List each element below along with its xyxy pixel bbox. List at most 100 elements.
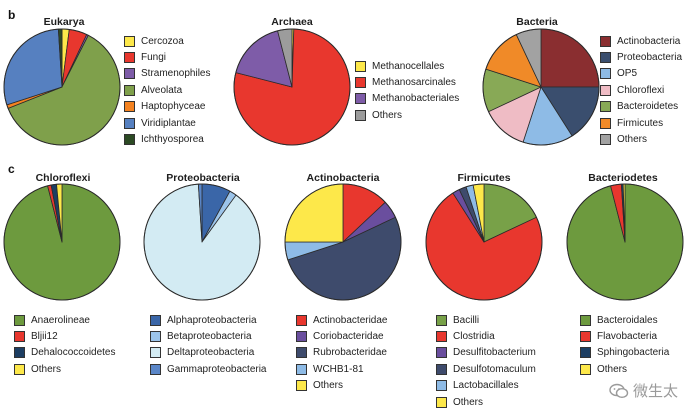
bacteriodetes-legend-swatch	[580, 314, 591, 326]
bacteria-pie-chart	[482, 28, 600, 146]
firmicutes-legend-swatch	[436, 396, 447, 408]
actinobacteria-legend-label: WCHB1-81	[313, 363, 364, 375]
actinobacteria-legend-swatch	[296, 314, 307, 326]
bacteria-legend-swatch	[600, 35, 611, 47]
bacteria-legend-item: OP5	[600, 66, 682, 82]
chloroflexi-legend-item: Others	[14, 361, 116, 377]
bacteria-legend-item: Actinobacteria	[600, 33, 682, 49]
actinobacteria-legend-swatch	[296, 347, 307, 359]
firmicutes-legend-label: Bacilli	[453, 314, 480, 326]
chloroflexi-legend-label: Anaerolineae	[31, 314, 90, 326]
wechat-icon	[609, 383, 629, 398]
archaea-legend-item: Methanocellales	[355, 58, 459, 74]
bacteriodetes-legend-item: Flavobacteria	[580, 328, 669, 344]
eukarya-legend: Cercozoa Fungi Stramenophiles Alveolata Hapt…	[124, 33, 210, 148]
eukarya-legend-swatch	[124, 52, 135, 64]
bacteria-legend-label: Proteobacteria	[617, 52, 683, 64]
chloroflexi-pie-chart	[3, 183, 121, 301]
bacteria-legend-label: Actinobacteria	[617, 35, 681, 47]
bacteriodetes-legend-swatch	[580, 331, 591, 343]
actinobacteria-legend-label: Rubrobacteridae	[313, 347, 387, 359]
eukarya-legend-item: Fungi	[124, 49, 210, 65]
bacteria-legend-item: Others	[600, 131, 682, 147]
bacteria-legend-swatch	[600, 117, 611, 129]
bacteriodetes-legend-item: Sphingobacteria	[580, 345, 669, 361]
bacteria-legend-label: OP5	[617, 68, 638, 80]
proteobacteria-legend-swatch	[150, 331, 161, 343]
chloroflexi-legend-label: Bljii12	[31, 331, 58, 343]
bacteria-legend-swatch	[600, 134, 611, 146]
bacteriodetes-legend-label: Flavobacteria	[597, 331, 658, 343]
firmicutes-legend-item: Bacilli	[436, 312, 536, 328]
actinobacteria-legend-label: Others	[313, 380, 344, 392]
eukarya-legend-label: Alveolata	[141, 84, 183, 96]
firmicutes-legend-item: Lactobacillales	[436, 378, 536, 394]
proteobacteria-legend-item: Gammaproteobacteria	[150, 361, 267, 377]
actinobacteria-slice-others	[284, 183, 344, 243]
proteobacteria-legend-label: Alphaproteobacteria	[167, 314, 257, 326]
archaea-legend: Methanocellales Methanosarcinales Methanob…	[355, 58, 459, 124]
bacteriodetes-legend-swatch	[580, 347, 591, 359]
bacteriodetes-pie-chart	[566, 183, 684, 301]
archaea-legend-item: Methanobacteriales	[355, 91, 459, 107]
watermark: 微生太	[609, 380, 678, 401]
proteobacteria-legend-label: Gammaproteobacteria	[167, 363, 267, 375]
eukarya-legend-label: Cercozoa	[141, 35, 184, 47]
firmicutes-pie-outline	[425, 183, 543, 301]
firmicutes-legend-item: Others	[436, 394, 536, 410]
eukarya-legend-label: Ichthyosporea	[141, 134, 204, 146]
actinobacteria-legend-swatch	[296, 380, 307, 392]
chloroflexi-legend-label: Dehalococcoidetes	[31, 347, 116, 359]
eukarya-legend-item: Cercozoa	[124, 33, 210, 49]
firmicutes-legend-swatch	[436, 347, 447, 359]
proteobacteria-chart-title: Proteobacteria	[166, 172, 240, 184]
bacteriodetes-legend-swatch	[580, 363, 591, 375]
archaea-pie-chart	[233, 28, 351, 146]
chloroflexi-legend-swatch	[14, 331, 25, 343]
eukarya-legend-item: Alveolata	[124, 82, 210, 98]
bacteria-pie-outline	[482, 28, 600, 146]
actinobacteria-legend-item: WCHB1-81	[296, 361, 388, 377]
eukarya-pie-chart	[3, 28, 121, 146]
actinobacteria-legend-item: Rubrobacteridae	[296, 345, 388, 361]
bacteria-legend-label: Bacteroidetes	[617, 101, 679, 113]
actinobacteria-pie-chart	[284, 183, 402, 301]
bacteriodetes-legend-label: Bacteroidales	[597, 314, 658, 326]
eukarya-legend-swatch	[124, 35, 135, 47]
firmicutes-legend-label: Clostridia	[453, 331, 495, 343]
chloroflexi-legend-swatch	[14, 314, 25, 326]
actinobacteria-legend-item: Actinobacteridae	[296, 312, 388, 328]
eukarya-legend-label: Stramenophiles	[141, 68, 211, 80]
archaea-legend-item: Methanosarcinales	[355, 74, 459, 90]
eukarya-legend-item: Ichthyosporea	[124, 131, 210, 147]
proteobacteria-legend-item: Alphaproteobacteria	[150, 312, 267, 328]
proteobacteria-legend-swatch	[150, 314, 161, 326]
chloroflexi-legend-swatch	[14, 347, 25, 359]
bacteria-legend-label: Firmicutes	[617, 117, 664, 129]
firmicutes-legend: Bacilli Clostridia Desulfitobacterium Desul…	[436, 312, 536, 410]
actinobacteria-legend: Actinobacteridae Coriobacteridae Rubrobact…	[296, 312, 388, 394]
bacteria-legend-item: Proteobacteria	[600, 49, 682, 65]
archaea-legend-label: Others	[372, 109, 403, 121]
eukarya-legend-swatch	[124, 84, 135, 96]
panel-label-c: c	[8, 162, 15, 176]
eukarya-legend-item: Haptophyceae	[124, 99, 210, 115]
proteobacteria-legend-swatch	[150, 363, 161, 375]
chloroflexi-legend-label: Others	[31, 363, 62, 375]
bacteria-legend-item: Bacteroidetes	[600, 99, 682, 115]
eukarya-legend-label: Fungi	[141, 52, 167, 64]
bacteriodetes-legend-label: Sphingobacteria	[597, 347, 670, 359]
proteobacteria-legend-label: Betaproteobacteria	[167, 331, 252, 343]
eukarya-legend-label: Viridiplantae	[141, 117, 196, 129]
bacteria-legend-swatch	[600, 101, 611, 113]
bacteria-legend-swatch	[600, 84, 611, 96]
firmicutes-pie-chart	[425, 183, 543, 301]
actinobacteria-chart-title: Actinobacteria	[306, 172, 380, 184]
chloroflexi-pie-outline	[3, 183, 121, 301]
eukarya-chart-title: Eukarya	[43, 16, 85, 28]
proteobacteria-pie-outline	[143, 183, 261, 301]
eukarya-legend-swatch	[124, 117, 135, 129]
chloroflexi-legend-item: Dehalococcoidetes	[14, 345, 116, 361]
actinobacteria-legend-label: Coriobacteridae	[313, 331, 384, 343]
proteobacteria-legend-item: Deltaproteobacteria	[150, 345, 267, 361]
